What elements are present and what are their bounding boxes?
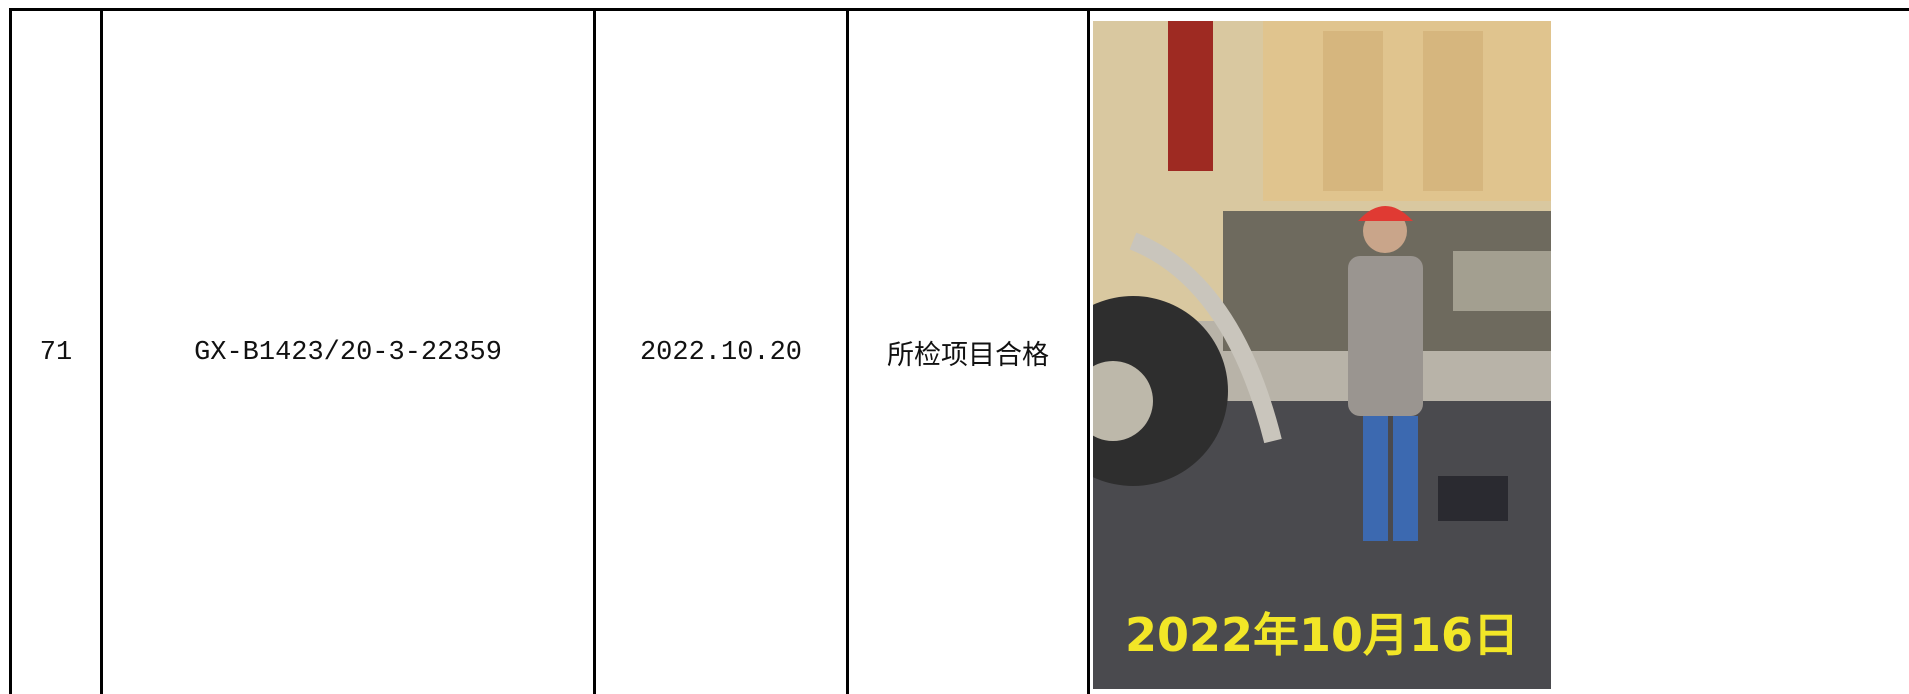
table-border: [10, 8, 1909, 11]
cell-code: GX-B1423/20-3-22359: [194, 337, 502, 368]
cell-index: 71: [39, 337, 73, 368]
photo-caption: 2022年10月16日: [1125, 608, 1519, 662]
cell-result: 所检项目合格: [887, 340, 1049, 370]
table-border: [9, 8, 12, 694]
table-border: [593, 8, 596, 694]
table-border: [1087, 8, 1090, 694]
table-border: [100, 8, 103, 694]
cell-date: 2022.10.20: [639, 337, 803, 368]
table-border: [846, 8, 849, 694]
inspection-photo: 2022年10月16日: [1093, 21, 1551, 689]
